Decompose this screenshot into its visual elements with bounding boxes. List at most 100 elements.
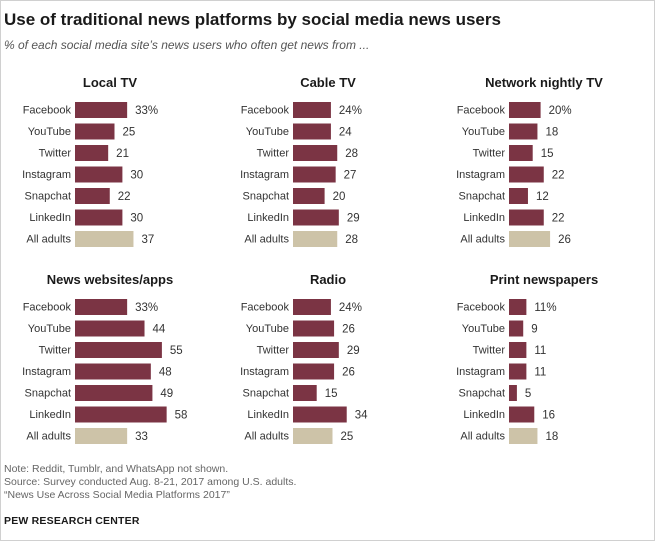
panel-title: News websites/apps <box>47 272 173 287</box>
bar <box>509 342 527 358</box>
bar <box>509 209 544 226</box>
value-label: 28 <box>345 148 358 160</box>
value-label: 30 <box>130 213 143 225</box>
bar <box>293 363 335 380</box>
bar <box>509 102 541 118</box>
panel-title: Local TV <box>83 75 138 90</box>
category-label: LinkedIn <box>29 409 71 421</box>
value-label: 24 <box>339 127 352 139</box>
category-label: Instagram <box>240 366 289 378</box>
category-label: YouTube <box>28 323 71 335</box>
bar <box>75 406 167 423</box>
value-label: 58 <box>175 410 188 422</box>
category-label: YouTube <box>462 323 505 335</box>
panel-title: Print newspapers <box>490 272 598 287</box>
category-label: All adults <box>244 234 289 246</box>
value-label: 22 <box>552 213 565 225</box>
value-label: 48 <box>159 367 172 379</box>
category-label: All adults <box>26 234 71 246</box>
bar <box>509 166 544 183</box>
bar <box>75 363 151 380</box>
all-adults-bar <box>509 231 551 247</box>
category-label: YouTube <box>246 126 289 138</box>
category-label: All adults <box>26 431 71 443</box>
category-label: All adults <box>244 431 289 443</box>
bar <box>75 385 153 401</box>
value-label: 25 <box>341 431 354 443</box>
value-label: 25 <box>123 127 136 139</box>
category-label: Facebook <box>23 302 72 314</box>
value-label: 26 <box>342 324 355 336</box>
bar <box>293 145 338 161</box>
value-label: 18 <box>545 431 558 443</box>
category-label: Snapchat <box>459 191 505 203</box>
small-multiples-chart: Local TV Facebook 33% YouTube 25 Twitter 21 Ins… <box>22 75 603 444</box>
category-label: YouTube <box>28 126 71 138</box>
category-label: Facebook <box>457 302 506 314</box>
value-label: 33% <box>135 302 158 314</box>
value-label: 26 <box>558 234 571 246</box>
category-label: Snapchat <box>243 191 289 203</box>
category-label: Facebook <box>241 302 290 314</box>
value-label: 28 <box>345 234 358 246</box>
bar <box>75 299 128 315</box>
category-label: All adults <box>460 234 505 246</box>
bar <box>509 299 527 315</box>
all-adults-bar <box>293 231 338 247</box>
value-label: 11 <box>534 345 546 357</box>
category-label: Instagram <box>456 169 505 181</box>
value-label: 44 <box>153 324 166 336</box>
category-label: Facebook <box>457 105 506 117</box>
value-label: 55 <box>170 345 183 357</box>
category-label: LinkedIn <box>29 212 71 224</box>
category-label: Snapchat <box>25 388 71 400</box>
value-label: 21 <box>116 148 129 160</box>
bar <box>509 363 527 380</box>
footer-notes: Note: Reddit, Tumblr, and WhatsApp not s… <box>4 463 296 502</box>
bar <box>75 123 115 140</box>
bar <box>293 209 339 226</box>
panel-title: Radio <box>310 272 346 287</box>
value-label: 26 <box>342 367 355 379</box>
value-label: 24% <box>339 302 362 314</box>
category-label: Twitter <box>39 345 72 357</box>
bar <box>293 102 331 118</box>
bar <box>509 188 528 204</box>
category-label: Facebook <box>241 105 290 117</box>
bar <box>293 385 317 401</box>
category-label: Facebook <box>23 105 72 117</box>
chart-title: Use of traditional news platforms by soc… <box>4 10 501 29</box>
footer-source: Source: Survey conducted Aug. 8-21, 2017… <box>4 476 297 488</box>
category-label: Twitter <box>257 148 290 160</box>
chart-subtitle: % of each social media site’s news users… <box>4 38 370 52</box>
bar <box>75 102 128 118</box>
category-label: Twitter <box>257 345 290 357</box>
value-label: 11% <box>534 302 556 314</box>
bar <box>75 166 123 183</box>
bar <box>293 166 336 183</box>
category-label: Snapchat <box>25 191 71 203</box>
bar <box>509 320 524 337</box>
category-label: Instagram <box>240 169 289 181</box>
bar <box>509 145 533 161</box>
value-label: 16 <box>542 410 555 422</box>
value-label: 33% <box>135 105 158 117</box>
category-label: Twitter <box>473 345 506 357</box>
value-label: 49 <box>160 388 173 400</box>
value-label: 9 <box>531 324 537 336</box>
bar <box>75 209 123 226</box>
panel-title: Cable TV <box>300 75 356 90</box>
category-label: All adults <box>460 431 505 443</box>
value-label: 22 <box>118 191 131 203</box>
value-label: 20% <box>549 105 572 117</box>
panel-title: Network nightly TV <box>485 75 603 90</box>
value-label: 30 <box>130 170 143 182</box>
category-label: YouTube <box>246 323 289 335</box>
value-label: 22 <box>552 170 565 182</box>
bar <box>293 188 325 204</box>
footer-report: “News Use Across Social Media Platforms … <box>4 489 230 501</box>
value-label: 34 <box>355 410 368 422</box>
value-label: 15 <box>325 388 338 400</box>
value-label: 12 <box>536 191 549 203</box>
bar <box>75 145 109 161</box>
